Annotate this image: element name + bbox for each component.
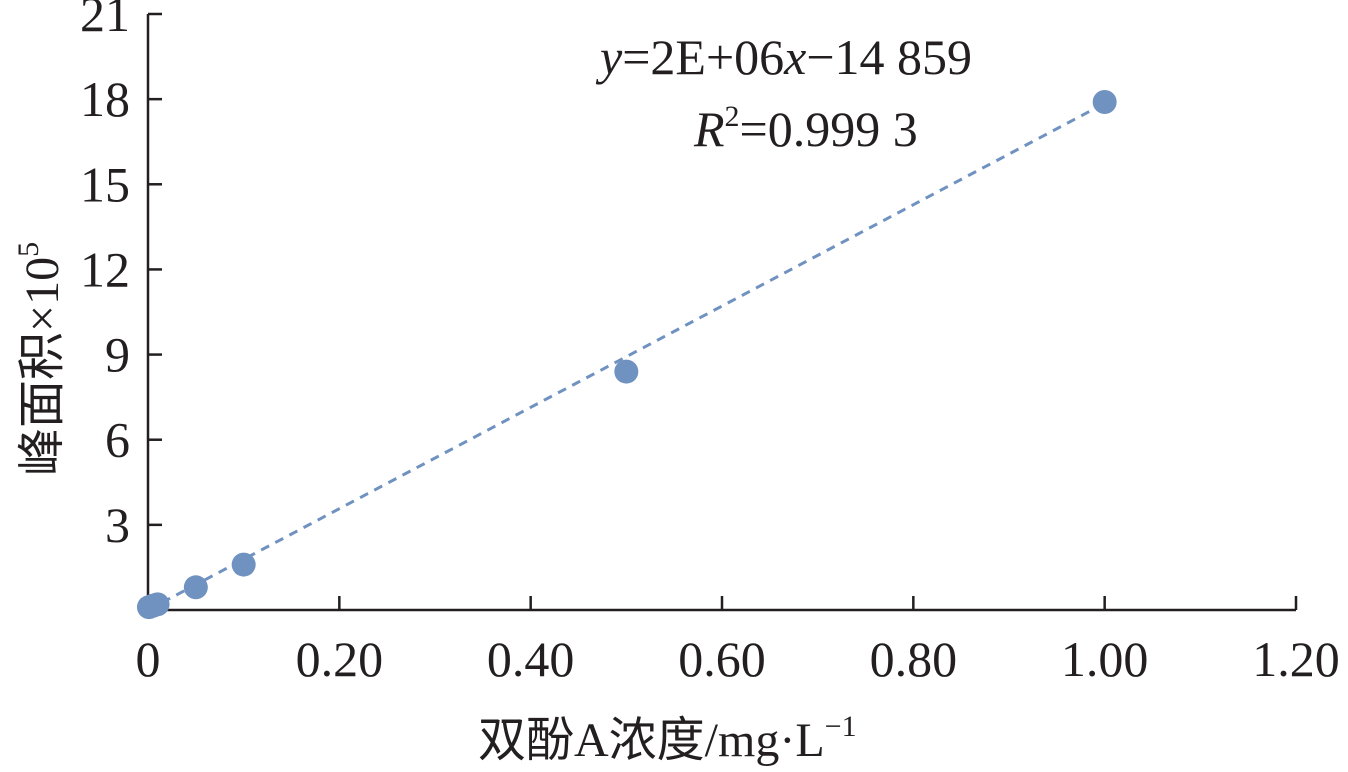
x-axis-title-sup: −1 [825,710,857,743]
y-axis-title: 峰面积×105 [12,242,69,476]
equation-label: y=2E+06x−14 859 [595,29,972,85]
x-axis-title: 双酚A浓度/mg·L−1 [478,710,857,767]
data-point [183,575,208,600]
data-point [145,592,170,617]
y-tick-label: 21 [80,0,130,42]
x-tick-label: 1.00 [1061,631,1149,687]
equation-y-var: y [595,29,623,85]
y-axis-title-main: 峰面积×10 [16,257,69,476]
data-points [136,89,1117,620]
y-axis-title-sup: 5 [12,242,45,257]
y-tick-label: 12 [80,241,130,297]
equation-rest: −14 859 [806,29,972,85]
equation-x-var: x [783,29,806,85]
y-ticks: 3 6 9 12 15 18 21 [80,0,162,553]
y-tick-label: 3 [105,497,130,553]
data-point [1092,89,1117,114]
x-axis-title-main: 双酚A浓度/mg·L [478,714,825,767]
r-squared-label: R2=0.999 3 [693,100,918,157]
y-tick-label: 9 [105,327,130,383]
r-squared-var: R [693,101,725,157]
trendline [147,102,1106,612]
x-tick-label: 0.80 [870,631,958,687]
r-squared-rest: =0.999 3 [740,101,918,157]
y-tick-label: 6 [105,412,130,468]
data-point [614,359,639,384]
x-tick-label: 0 [136,631,161,687]
y-tick-label: 15 [80,156,130,212]
equation-equals-part: =2E+06 [622,29,784,85]
x-tick-label: 0.40 [487,631,575,687]
y-tick-label: 18 [80,71,130,127]
x-tick-label: 0.60 [678,631,766,687]
x-tick-label: 0.20 [296,631,384,687]
x-ticks: 0 0.20 0.40 0.60 0.80 1.00 1.20 [136,596,1340,687]
trendline-group [147,102,1106,612]
r-squared-sup: 2 [725,100,740,133]
data-point [231,552,256,577]
x-tick-label: 1.20 [1252,631,1340,687]
